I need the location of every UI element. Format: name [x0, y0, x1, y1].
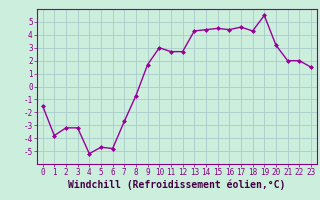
- X-axis label: Windchill (Refroidissement éolien,°C): Windchill (Refroidissement éolien,°C): [68, 180, 285, 190]
